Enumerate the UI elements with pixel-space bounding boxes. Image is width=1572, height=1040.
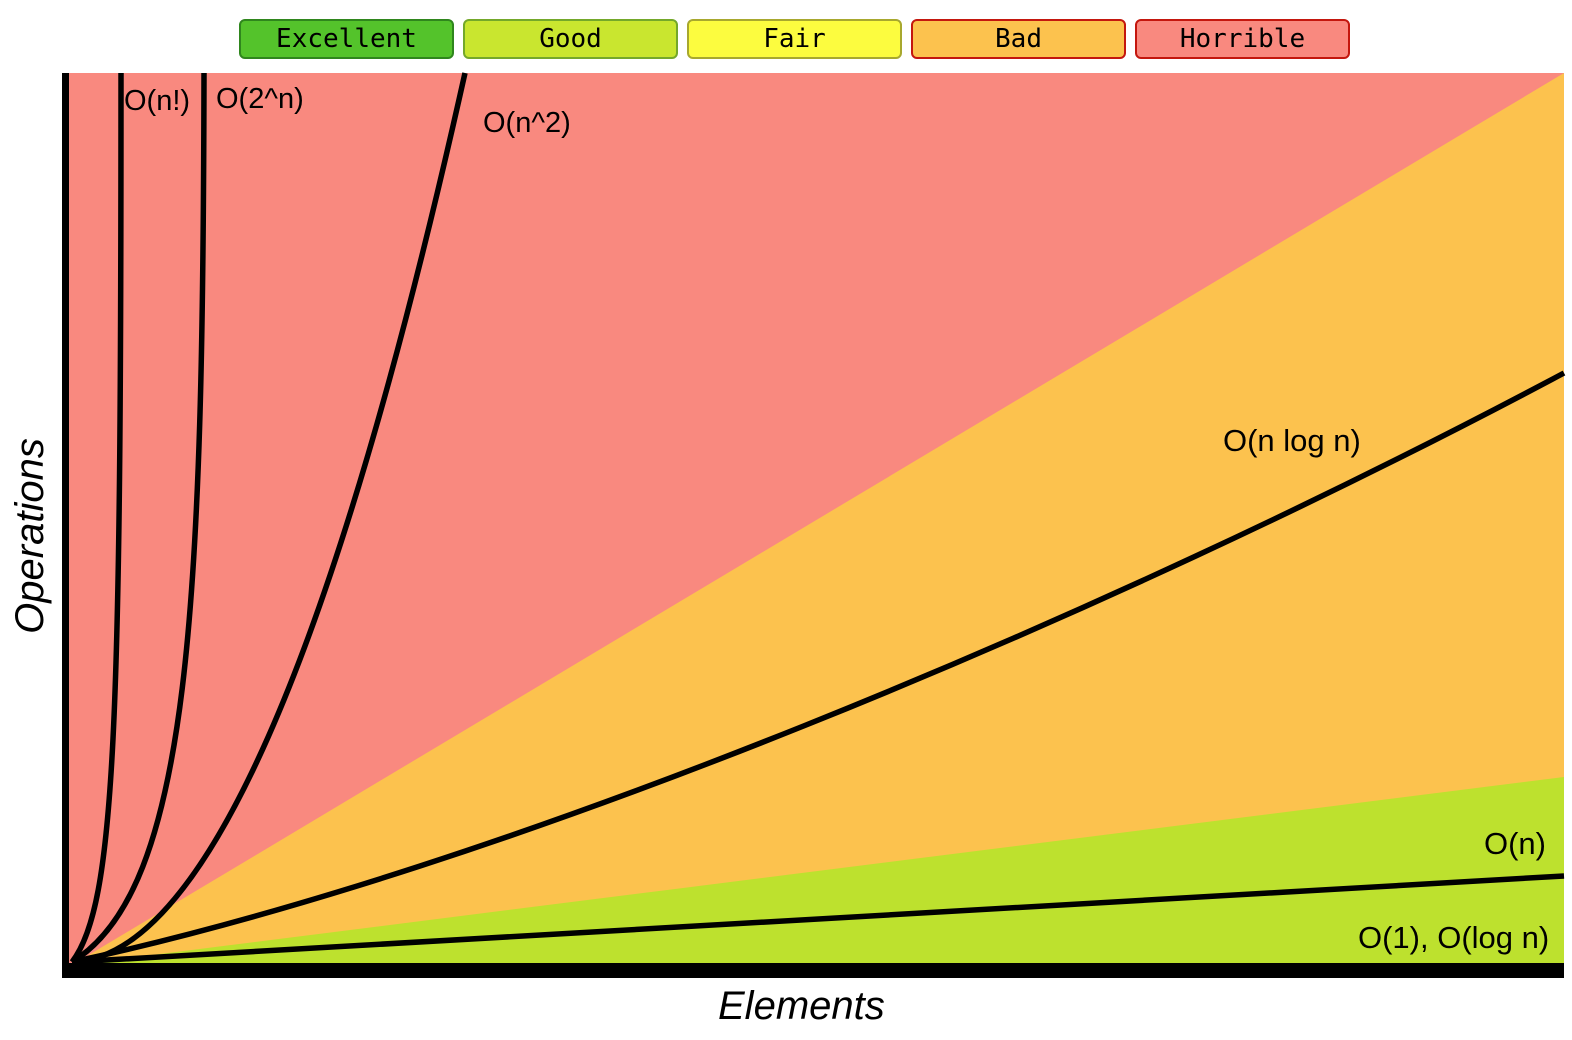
curve-o-2-pow-n [70, 72, 207, 965]
curve-o-n-factorial [69, 72, 124, 964]
curve-o-n [71, 873, 1565, 965]
legend-item-excellent: Excellent [239, 19, 454, 59]
label-o-2-pow-n: O(2^n) [216, 83, 304, 115]
x-axis-label: Elements [718, 984, 885, 1028]
y-axis-line [62, 73, 69, 978]
legend-label-fair: Fair [763, 24, 826, 54]
legend-item-bad: Bad [911, 19, 1126, 59]
label-o-n-log-n: O(n log n) [1223, 423, 1361, 458]
label-o-1-o-log-n: O(1), O(log n) [1358, 920, 1550, 955]
label-o-n-squared: O(n^2) [483, 107, 571, 139]
x-axis-line [62, 963, 1564, 978]
label-o-n-factorial: O(n!) [124, 85, 191, 117]
legend-item-fair: Fair [687, 19, 902, 59]
legend-item-horrible: Horrible [1135, 19, 1350, 59]
legend-label-excellent: Excellent [276, 24, 417, 54]
label-o-n: O(n) [1484, 826, 1546, 861]
legend-item-good: Good [463, 19, 678, 59]
curve-o-n-log-n [71, 370, 1566, 965]
legend-label-good: Good [539, 24, 602, 54]
y-axis-label: Operations [8, 438, 52, 634]
curve-o-n-squared [71, 72, 468, 965]
region-good [72, 777, 1564, 965]
region-bad [72, 73, 1564, 965]
legend: Excellent Good Fair Bad Horrible [239, 19, 1350, 59]
legend-label-horrible: Horrible [1179, 24, 1306, 54]
legend-label-bad: Bad [995, 24, 1042, 54]
